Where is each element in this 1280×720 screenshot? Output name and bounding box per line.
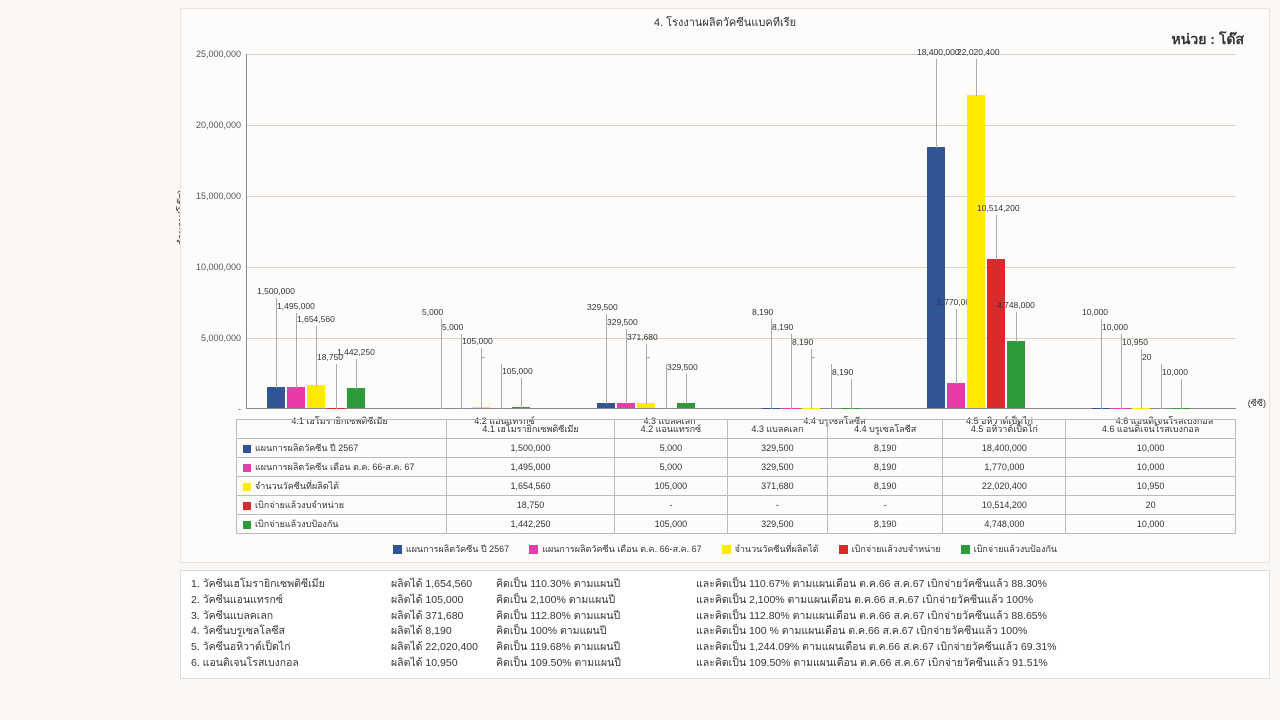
legend-item: เบิกจ่ายแล้วงบจำหน่าย [839,542,941,556]
note-row: 1. วัคซีนเฮโมรายิกเซพติซีเมียผลิตได้ 1,6… [191,577,1259,593]
legend: แผนการผลิตวัคซีน ปี 2567 แผนการผลิตวัคซีน… [181,542,1269,556]
ytick-label: 10,000,000 [189,262,241,272]
data-label: - [482,352,485,362]
data-label: 105,000 [502,366,533,376]
data-label: - [647,352,650,362]
table-cell: 10,950 [1066,477,1236,496]
unit-label: หน่วย : โด๊ส [1172,29,1244,51]
legend-item: แผนการผลิตวัคซีน ปี 2567 [393,542,509,556]
bar [287,387,305,408]
data-label: 329,500 [667,362,698,372]
data-label: 10,000 [1102,322,1128,332]
note-row: 6. แอนติเจนโรสเบงกอลผลิตได้ 10,950คิดเป็… [191,656,1259,672]
table-cell: 371,680 [727,477,827,496]
data-label: 10,000 [1162,367,1188,377]
data-label: 1,500,000 [257,286,295,296]
table-cell: 18,750 [447,496,615,515]
data-label: 1,442,250 [337,347,375,357]
data-label: 329,500 [587,302,618,312]
notes-panel: 1. วัคซีนเฮโมรายิกเซพติซีเมียผลิตได้ 1,6… [180,570,1270,679]
ytick-label: 25,000,000 [189,49,241,59]
legend-item: แผนการผลิตวัคซีน เดือน ต.ค. 66-ส.ค. 67 [529,542,701,556]
data-label: 1,654,560 [297,314,335,324]
data-label: 8,190 [792,337,813,347]
table-cell: - [614,496,727,515]
data-label: 10,950 [1122,337,1148,347]
bar [947,383,965,408]
table-cell: 1,770,000 [943,458,1066,477]
table-cell: 329,500 [727,515,827,534]
bar [267,387,285,408]
note-row: 3. วัคซีนแบลคเลกผลิตได้ 371,680คิดเป็น 1… [191,609,1259,625]
table-cell: 8,190 [827,439,943,458]
ytick-label: 5,000,000 [189,333,241,343]
data-label: 1,495,000 [277,301,315,311]
data-label: 10,000 [1082,307,1108,317]
data-label: 18,400,000 [917,47,960,57]
table-cell: 10,000 [1066,439,1236,458]
legend-item: เบิกจ่ายแล้วงบป้องกัน [961,542,1057,556]
table-cell: 105,000 [614,515,727,534]
table-cell: 1,442,250 [447,515,615,534]
xaxis-unit: (ซีซี) [1248,396,1266,410]
ytick-label: 20,000,000 [189,120,241,130]
table-cell: 8,190 [827,477,943,496]
table-cell: 4,748,000 [943,515,1066,534]
data-label: 8,190 [832,367,853,377]
table-cell: 105,000 [614,477,727,496]
data-table: 4.1 เฮโมรายิกเซพติซีเมีย4.2 แอนแทรกซ์4.3… [236,419,1236,534]
bar [987,259,1005,408]
data-label: 10,514,200 [977,203,1020,213]
table-cell: 5,000 [614,439,727,458]
note-row: 4. วัคซีนบรูเซลโลซีส ผลิตได้ 8,190คิดเป็… [191,624,1259,640]
table-cell: - [827,496,943,515]
table-cell: 1,495,000 [447,458,615,477]
data-label: 329,500 [607,317,638,327]
data-label: 8,190 [752,307,773,317]
bar [1007,341,1025,408]
table-cell: 22,020,400 [943,477,1066,496]
table-cell: 329,500 [727,458,827,477]
data-label: 371,680 [627,332,658,342]
bar [347,388,365,408]
note-row: 5. วัคซีนอหิวาต์เป็ดไก่ผลิตได้ 22,020,40… [191,640,1259,656]
plot-area: (ซีซี) -5,000,00010,000,00015,000,00020,… [246,54,1236,409]
table-cell: 18,400,000 [943,439,1066,458]
series-label: แผนการผลิตวัคซีน ปี 2567 [237,439,447,458]
table-cell: 10,000 [1066,458,1236,477]
data-label: 4,748,000 [997,300,1035,310]
ytick-label: - [189,404,241,414]
table-cell: 1,500,000 [447,439,615,458]
data-label: 105,000 [462,336,493,346]
data-label: 8,190 [772,322,793,332]
ytick-label: 15,000,000 [189,191,241,201]
table-cell: 5,000 [614,458,727,477]
note-row: 2. วัคซีนแอนแทรกซ์ผลิตได้ 105,000คิดเป็น… [191,593,1259,609]
data-label: 5,000 [422,307,443,317]
series-label: เบิกจ่ายแล้วงบจำหน่าย [237,496,447,515]
table-cell: 20 [1066,496,1236,515]
series-label: เบิกจ่ายแล้วงบป้องกัน [237,515,447,534]
bar [927,147,945,408]
table-cell: 8,190 [827,458,943,477]
legend-item: จำนวนวัคซีนที่ผลิตได้ [722,542,819,556]
table-cell: 1,654,560 [447,477,615,496]
table-cell: - [727,496,827,515]
series-label: แผนการผลิตวัคซีน เดือน ต.ค. 66-ส.ค. 67 [237,458,447,477]
table-cell: 329,500 [727,439,827,458]
bar [307,385,325,408]
data-label: - [812,352,815,362]
table-cell: 8,190 [827,515,943,534]
bar [967,95,985,408]
data-label: 5,000 [442,322,463,332]
table-cell: 10,000 [1066,515,1236,534]
data-label: 22,020,400 [957,47,1000,57]
series-label: จำนวนวัคซีนที่ผลิตได้ [237,477,447,496]
table-cell: 10,514,200 [943,496,1066,515]
chart-panel: 4. โรงงานผลิตวัคซีนแบคทีเรีย หน่วย : โด๊… [180,8,1270,563]
chart-title: 4. โรงงานผลิตวัคซีนแบคทีเรีย [181,13,1269,31]
data-label: 20 [1142,352,1151,362]
